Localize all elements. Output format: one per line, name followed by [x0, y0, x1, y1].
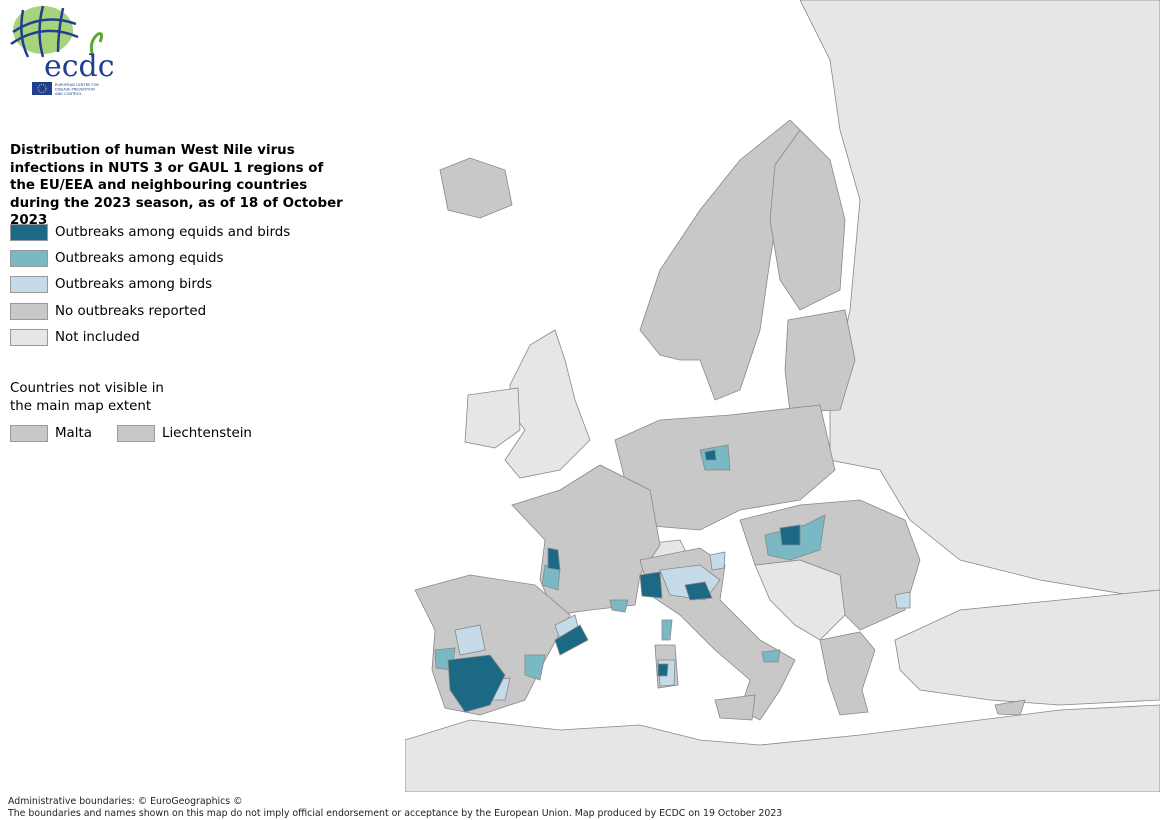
region-equids-birds [447, 654, 506, 713]
legend: Outbreaks among equids and birds Outbrea… [10, 219, 290, 350]
region-equids [761, 649, 781, 663]
legend-swatch [10, 249, 48, 267]
region-baltics [784, 309, 856, 413]
region-equids [609, 599, 629, 613]
footer-disclaimer: The boundaries and names shown on this m… [8, 807, 783, 819]
region-greece [819, 631, 876, 716]
legend-swatch [10, 276, 48, 294]
legend-label: Outbreaks among birds [55, 277, 213, 293]
europe-map [405, 0, 1160, 792]
legend-label: Outbreaks among equids and birds [55, 224, 291, 240]
legend-swatch [10, 328, 48, 346]
region-equids [524, 654, 546, 681]
svg-text:EUROPEAN CENTRE FOR: EUROPEAN CENTRE FOR [55, 83, 99, 87]
svg-text:ecdc: ecdc [44, 49, 115, 84]
footer: Administrative boundaries: © EuroGeograp… [8, 796, 782, 819]
region-birds [709, 551, 726, 571]
region-scandinavia [639, 119, 811, 401]
region-turkey [894, 589, 1160, 706]
not-visible-countries: Malta Liechtenstein [10, 425, 252, 442]
region-finland [769, 129, 846, 311]
country-malta: Malta [55, 426, 92, 441]
legend-item: Outbreaks among equids and birds [10, 219, 290, 245]
region-equids-birds [657, 663, 669, 677]
region-equids-birds [554, 624, 589, 656]
footer-attribution: Administrative boundaries: © EuroGeograp… [8, 796, 243, 807]
legend-item: Outbreaks among birds [10, 272, 290, 298]
region-equids-birds [547, 547, 561, 571]
legend-swatch [10, 223, 48, 241]
svg-text:DISEASE PREVENTION: DISEASE PREVENTION [55, 88, 95, 92]
legend-item: Outbreaks among equids [10, 245, 290, 271]
region-equids-birds [639, 571, 663, 599]
legend-label: No outbreaks reported [55, 303, 207, 319]
region-ireland [464, 387, 521, 449]
region-africa [405, 704, 1160, 792]
region-uk [504, 329, 591, 479]
region-cyprus [994, 699, 1026, 716]
legend-item: No outbreaks reported [10, 298, 290, 324]
region-equids-birds [779, 524, 801, 546]
map-title: Distribution of human West Nile virus in… [10, 143, 343, 228]
region-equids-birds [684, 581, 713, 601]
region-iceland [439, 157, 513, 219]
country-liechtenstein: Liechtenstein [162, 426, 252, 441]
svg-text:AND CONTROL: AND CONTROL [55, 92, 82, 96]
legend-swatch [10, 302, 48, 320]
legend-item: Not included [10, 324, 290, 350]
region-equids [661, 619, 673, 641]
legend-swatch [10, 425, 48, 442]
region-sicily [714, 694, 756, 721]
region-birds [894, 591, 911, 609]
region-equids-birds [704, 449, 717, 461]
legend-label: Not included [55, 329, 140, 345]
legend-swatch [117, 425, 155, 442]
legend-label: Outbreaks among equids [55, 250, 224, 266]
ecdc-logo: ecdc EUROPEAN CENTRE FOR DISEASE PREVENT… [10, 5, 115, 96]
region-birds [454, 624, 486, 656]
not-visible-title: Countries not visible in the main map ex… [10, 381, 164, 414]
